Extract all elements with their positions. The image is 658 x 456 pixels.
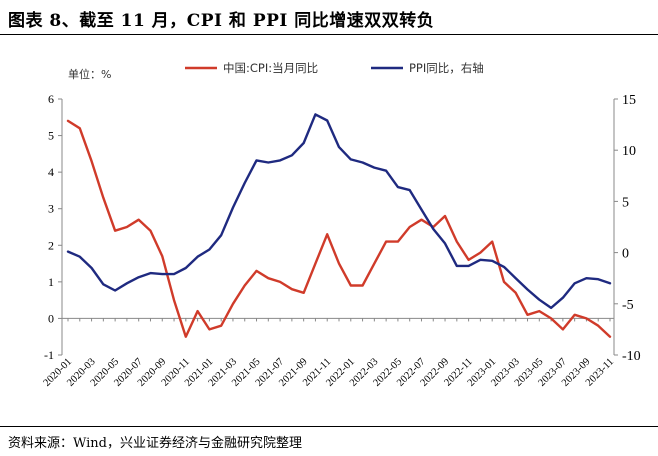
y-right-tick-label: 5 [622, 195, 629, 210]
series-layer [66, 113, 612, 338]
source-note: 资料来源：Wind，兴业证券经济与金融研究院整理 [8, 436, 302, 451]
legend-label-ppi: PPI同比，右轴 [409, 61, 484, 75]
y-right-tick-label: 10 [622, 144, 636, 159]
y-left-tick-label: 6 [48, 92, 54, 106]
series-line-cpi [66, 119, 612, 338]
y-right-ticks: 15 10 5 0 -5 -10 [614, 93, 641, 364]
y-right-tick-label: 0 [622, 247, 629, 262]
y-left-tick-label: 5 [48, 129, 54, 143]
y-right-tick-label: -5 [622, 298, 634, 313]
series-line-ppi [66, 113, 612, 310]
y-left-tick-label: 0 [48, 311, 54, 325]
y-right-tick-label: -10 [622, 349, 641, 364]
top-rule [0, 34, 658, 35]
unit-label: 单位：% [68, 67, 111, 81]
y-left-tick-label: 2 [48, 238, 54, 252]
y-left-tick-label: -1 [44, 348, 54, 362]
legend: 中国:CPI:当月同比 PPI同比，右轴 [185, 61, 484, 75]
y-left-tick-label: 1 [48, 275, 54, 289]
legend-label-cpi: 中国:CPI:当月同比 [223, 61, 318, 75]
y-left-tick-label: 4 [48, 165, 54, 179]
axes-layer [61, 99, 615, 355]
chart-title: 图表 8、截至 11 月，CPI 和 PPI 同比增速双双转负 [8, 11, 435, 31]
x-ticks: 2020-012020-032020-052020-072020-092020-… [42, 318, 616, 389]
y-left-tick-label: 3 [48, 202, 54, 216]
y-right-tick-label: 15 [622, 93, 636, 108]
y-left-ticks: 6 5 4 3 2 1 0 -1 [44, 92, 62, 362]
bottom-rule [0, 426, 658, 427]
